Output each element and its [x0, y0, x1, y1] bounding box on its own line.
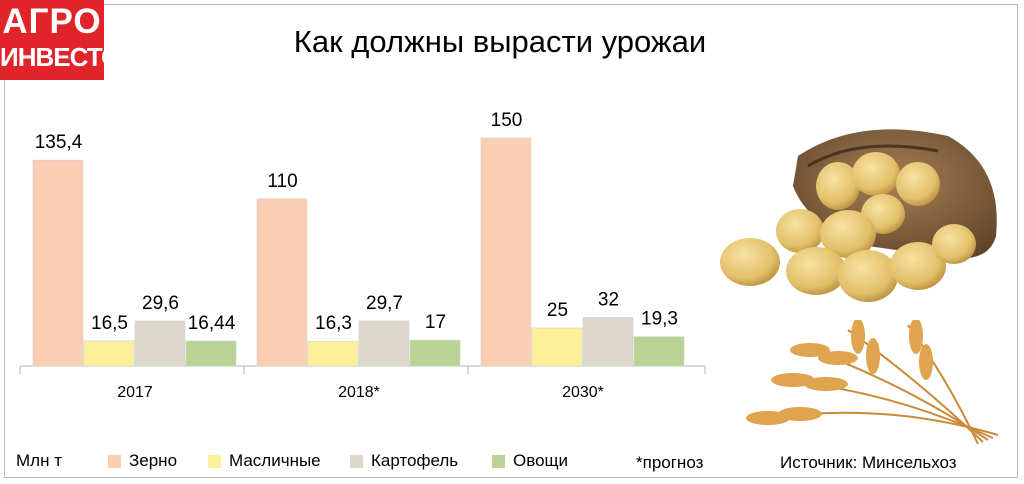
category-label-0: 2017 [117, 384, 153, 401]
legend-label-potato: Картофель [371, 451, 459, 470]
bar-grain-0 [32, 159, 84, 367]
bar-oilseeds-0 [83, 340, 135, 367]
data-label-vegetables-0: 16,44 [188, 313, 236, 334]
source-label: Источник: Минсельхоз [780, 453, 957, 472]
potato-sack-illustration [720, 129, 997, 302]
data-label-potato-0: 29,6 [142, 293, 179, 314]
legend-label-oilseeds: Масличные [229, 451, 321, 470]
legend-label-grain: Зерно [129, 451, 178, 470]
legend-swatch-oilseeds [208, 454, 221, 468]
legend-swatch-grain [108, 454, 121, 468]
data-label-oilseeds-0: 16,5 [91, 313, 128, 334]
forecast-note: *прогноз [636, 453, 704, 472]
bar-potato-0 [134, 320, 186, 367]
data-label-grain-2: 150 [491, 110, 523, 131]
data-label-grain-1: 110 [267, 171, 297, 192]
legend-item-potato: Картофель [350, 451, 458, 471]
bar-vegetables-0 [185, 340, 237, 367]
bar-oilseeds-2 [531, 327, 583, 367]
data-label-oilseeds-2: 25 [547, 300, 568, 321]
category-label-1: 2018* [338, 384, 380, 401]
logo-line-1: АГРО [2, 2, 102, 41]
data-label-grain-0: 135,4 [35, 132, 83, 153]
bar-vegetables-1 [409, 339, 461, 367]
category-label-2: 2030* [562, 384, 604, 401]
legend-label-vegetables: Овощи [513, 451, 569, 470]
bar-vegetables-2 [633, 336, 685, 367]
chart-title: Как должны вырасти урожаи [293, 24, 707, 59]
legend: Зерно Масличные Картофель Овощи [0, 451, 1024, 475]
bar-grain-2 [480, 137, 532, 367]
data-label-potato-1: 29,7 [366, 293, 403, 314]
data-label-vegetables-1: 17 [425, 312, 446, 333]
legend-item-vegetables: Овощи [492, 451, 568, 471]
legend-item-grain: Зерно [108, 451, 177, 471]
data-label-potato-2: 32 [598, 289, 619, 310]
unit-label: Млн т [16, 451, 62, 470]
bar-grain-1 [256, 198, 308, 367]
legend-item-oilseeds: Масличные [208, 451, 321, 471]
wheat-ears-illustration [746, 320, 999, 445]
bar-potato-1 [358, 320, 410, 367]
data-label-oilseeds-1: 16,3 [315, 313, 352, 334]
data-label-vegetables-2: 19,3 [641, 309, 678, 330]
bar-potato-2 [582, 317, 634, 367]
bar-oilseeds-1 [307, 340, 359, 367]
chart-frame [4, 4, 1018, 478]
legend-swatch-vegetables [492, 454, 505, 468]
legend-swatch-potato [350, 454, 363, 468]
